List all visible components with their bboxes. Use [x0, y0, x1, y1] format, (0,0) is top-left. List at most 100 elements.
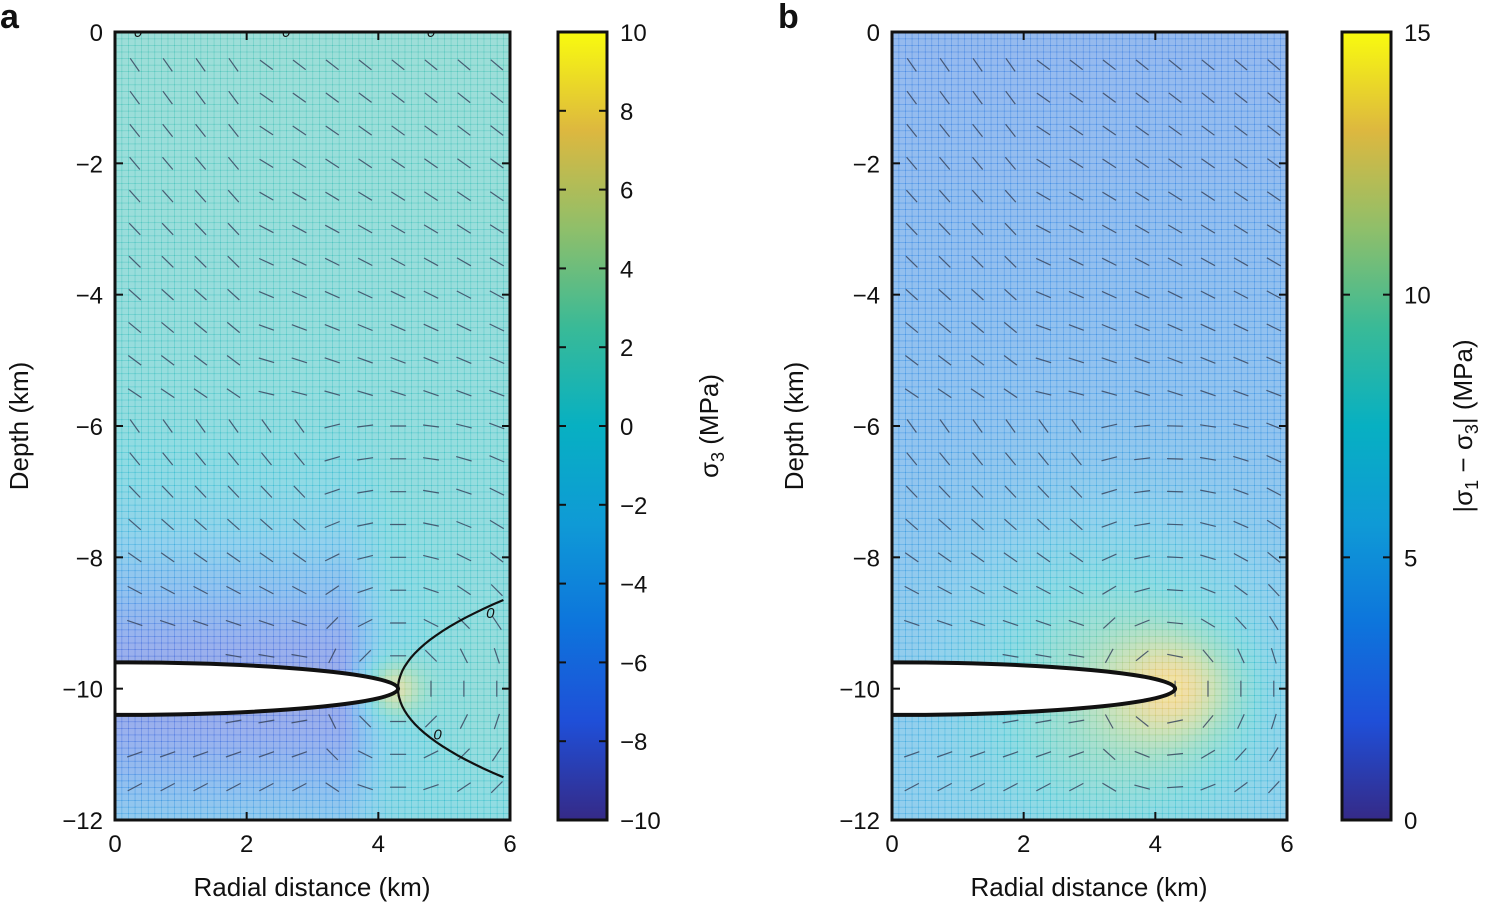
- heatmap-cell: [431, 399, 439, 407]
- heatmap-cell: [463, 366, 472, 375]
- heatmap-cell: [299, 360, 307, 368]
- heatmap-cell: [246, 360, 254, 368]
- heatmap-cell: [345, 196, 353, 204]
- heatmap-cell: [325, 274, 333, 283]
- heatmap-cell: [240, 104, 248, 112]
- heatmap-cell: [450, 353, 458, 361]
- heatmap-cell: [154, 353, 162, 361]
- heatmap-cell: [134, 439, 142, 447]
- heatmap-cell: [213, 183, 221, 191]
- heatmap-cell: [292, 307, 300, 315]
- heatmap-cell: [450, 183, 458, 191]
- heatmap-cell: [358, 84, 366, 92]
- heatmap-cell: [180, 64, 189, 72]
- heatmap-cell: [325, 347, 333, 355]
- heatmap-cell: [319, 202, 327, 210]
- heatmap-cell: [154, 71, 162, 79]
- heatmap-cell: [312, 412, 320, 421]
- heatmap-cell: [325, 156, 333, 164]
- heatmap-cell: [286, 353, 294, 361]
- heatmap-cell: [483, 360, 491, 368]
- heatmap-cell: [180, 143, 189, 151]
- heatmap-cell: [332, 531, 340, 539]
- heatmap-cell: [233, 130, 241, 138]
- heatmap-cell: [226, 504, 235, 512]
- heatmap-cell: [404, 531, 412, 539]
- heatmap-cell: [180, 97, 189, 105]
- heatmap-cell: [128, 235, 136, 243]
- heatmap-cell: [437, 327, 445, 335]
- heatmap-cell: [470, 130, 478, 138]
- heatmap-cell: [220, 38, 228, 46]
- heatmap-cell: [292, 215, 300, 224]
- heatmap-cell: [259, 544, 268, 552]
- heatmap-cell: [246, 373, 254, 381]
- heatmap-cell: [187, 169, 195, 178]
- heatmap-cell: [141, 340, 149, 348]
- heatmap-cell: [496, 143, 505, 151]
- heatmap-cell: [273, 84, 281, 92]
- heatmap-cell: [200, 222, 208, 230]
- heatmap-cell: [299, 143, 307, 151]
- heatmap-cell: [398, 150, 406, 158]
- heatmap-cell: [463, 209, 472, 217]
- heatmap-cell: [417, 176, 426, 184]
- heatmap-cell: [371, 222, 379, 230]
- heatmap-cell: [174, 340, 182, 348]
- heatmap-cell: [240, 84, 248, 92]
- heatmap-cell: [115, 577, 123, 585]
- heatmap-cell: [365, 452, 373, 460]
- heatmap-cell: [292, 77, 300, 86]
- heatmap-cell: [384, 222, 393, 230]
- heatmap-cell: [404, 189, 412, 197]
- heatmap-cell: [319, 261, 327, 269]
- heatmap-cell: [213, 104, 221, 112]
- heatmap-cell: [286, 163, 294, 171]
- heatmap-cell: [273, 261, 281, 269]
- heatmap-cell: [477, 248, 485, 256]
- heatmap-cell: [279, 104, 287, 112]
- heatmap-cell: [477, 222, 485, 230]
- heatmap-cell: [147, 261, 156, 269]
- heatmap-cell: [378, 471, 386, 480]
- heatmap-cell: [378, 110, 386, 118]
- heatmap-cell: [259, 189, 268, 197]
- heatmap-cell: [352, 137, 360, 145]
- heatmap-cell: [437, 419, 445, 427]
- heatmap-cell: [174, 261, 182, 269]
- heatmap-cell: [180, 235, 189, 243]
- heatmap-cell: [450, 478, 458, 486]
- heatmap-cell: [384, 156, 393, 164]
- heatmap-cell: [398, 77, 406, 86]
- heatmap-cell: [477, 84, 485, 92]
- heatmap-cell: [338, 202, 347, 210]
- heatmap-cell: [503, 478, 510, 486]
- heatmap-cell: [246, 77, 254, 86]
- heatmap-cell: [128, 570, 136, 578]
- heatmap-cell: [371, 189, 379, 197]
- heatmap-cell: [207, 373, 215, 381]
- heatmap-cell: [437, 84, 445, 92]
- heatmap-cell: [503, 491, 510, 499]
- heatmap-cell: [154, 130, 162, 138]
- heatmap-cell: [371, 419, 379, 427]
- heatmap-cell: [115, 340, 123, 348]
- heatmap-cell: [174, 334, 182, 342]
- heatmap-cell: [121, 563, 129, 572]
- heatmap-cell: [477, 373, 485, 381]
- heatmap-cell: [365, 183, 373, 191]
- heatmap-cell: [286, 110, 294, 118]
- heatmap-cell: [220, 386, 228, 394]
- heatmap-cell: [352, 130, 360, 138]
- heatmap-cell: [134, 478, 142, 486]
- heatmap-cell: [246, 189, 254, 197]
- heatmap-cell: [338, 222, 347, 230]
- heatmap-cell: [358, 340, 366, 348]
- heatmap-cell: [325, 64, 333, 72]
- heatmap-cell: [496, 360, 505, 368]
- heatmap-cell: [490, 386, 498, 394]
- heatmap-cell: [167, 248, 175, 256]
- heatmap-cell: [483, 386, 491, 394]
- heatmap-cell: [246, 32, 254, 40]
- heatmap-cell: [345, 406, 353, 414]
